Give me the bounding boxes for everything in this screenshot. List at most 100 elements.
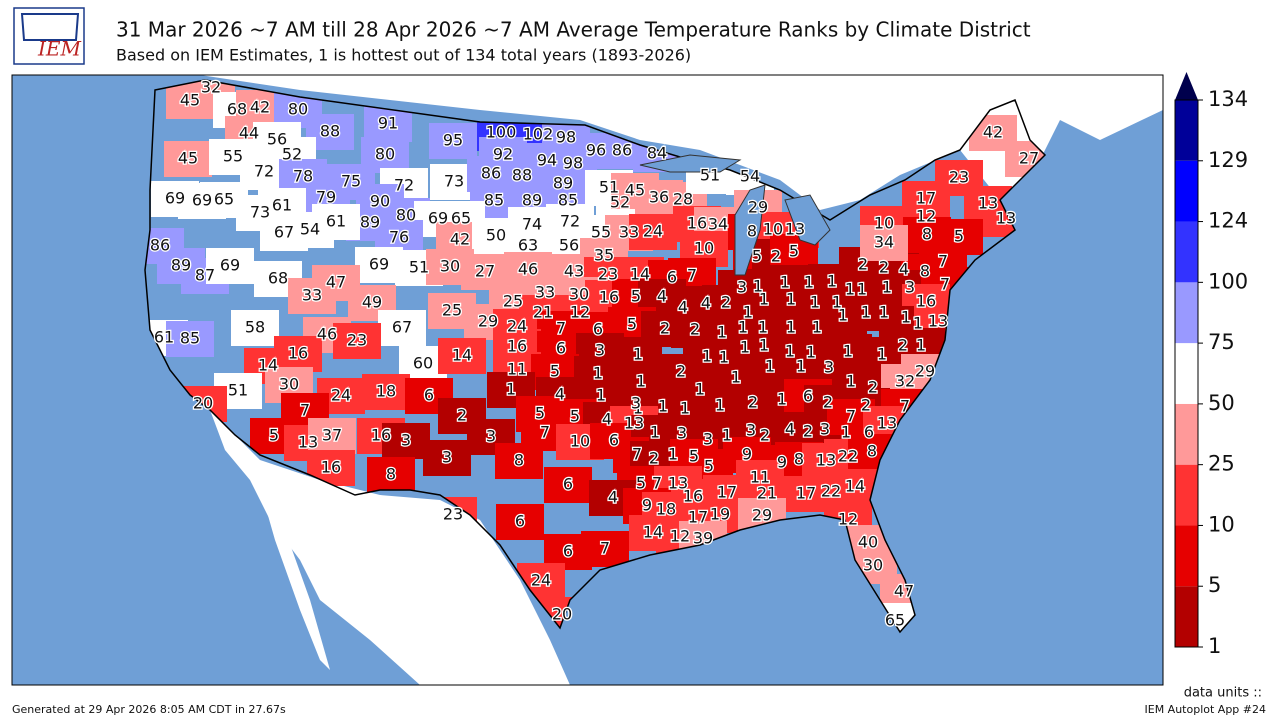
district-rank: 6 [667,268,677,287]
district-rank: 29 [915,362,935,381]
colorbar-tick-label: 124 [1208,209,1248,233]
district-rank: 86 [612,141,632,160]
district-rank: 54 [300,220,320,239]
logo-frame [13,7,85,65]
footer-units: data units :: [1184,686,1262,701]
district-rank: 7 [900,397,910,416]
district-rank: 55 [591,223,611,242]
district-rank: 4 [608,488,618,507]
district-rank: 1 [812,318,822,337]
district-fill [308,418,356,454]
district-rank: 1 [786,318,796,337]
district-rank: 24 [531,571,551,590]
district-rank: 7 [938,252,948,271]
district-rank: 10 [694,239,714,258]
colorbar-band [1175,525,1198,587]
district-rank: 86 [481,164,501,183]
district-rank: 5 [752,247,762,266]
footer-generated: Generated at 29 Apr 2026 8:05 AM CDT in … [12,703,286,716]
district-rank: 5 [535,404,545,423]
district-rank: 5 [570,407,580,426]
district-rank: 16 [599,288,619,307]
district-rank: 13 [298,433,318,452]
district-rank: 35 [594,246,614,265]
district-rank: 7 [687,266,697,285]
district-rank: 34 [708,215,728,234]
district-rank: 74 [522,215,542,234]
district-rank: 44 [239,124,259,143]
district-rank: 52 [610,193,630,212]
lake-michigan [734,184,766,276]
district-rank: 4 [785,420,795,439]
district-rank: 33 [535,283,555,302]
colorbar-band [1175,343,1198,404]
district-rank: 5 [954,227,964,246]
district-rank: 3 [631,394,641,413]
district-rank: 68 [268,269,288,288]
district-rank: 21 [533,303,553,322]
colorbar-tick-label: 75 [1208,330,1235,354]
district-rank: 23 [949,168,969,187]
district-rank: 3 [401,431,411,450]
district-rank: 1 [843,342,853,361]
district-rank: 2 [898,336,908,355]
district-fill [378,310,426,346]
district-rank: 51 [700,166,720,185]
district-rank: 52 [282,145,302,164]
district-rank: 89 [171,256,191,275]
district-rank: 51 [599,178,619,197]
district-rank: 1 [722,426,732,445]
district-rank: 1 [846,372,856,391]
colorbar-band [1175,586,1198,647]
district-rank: 4 [555,385,565,404]
district-rank: 9 [742,445,752,464]
district-rank: 22 [838,447,858,466]
district-rank: 11 [507,360,527,379]
lake-superior [639,154,742,173]
district-fill [629,214,677,250]
district-rank: 73 [250,203,270,222]
district-rank: 14 [630,265,650,284]
district-rank: 23 [443,505,463,524]
district-rank: 3 [824,358,834,377]
district-rank: 30 [569,285,589,304]
district-rank: 1 [740,338,750,357]
district-rank: 24 [331,386,351,405]
colorbar-tick-label: 134 [1208,87,1248,111]
district-rank: 63 [518,236,538,255]
district-rank: 4 [899,260,909,279]
district-rank: 6 [515,512,525,531]
district-fill [164,141,212,177]
district-rank: 1 [882,278,892,297]
district-rank: 79 [316,188,336,207]
district-rank: 2 [823,393,833,412]
district-rank: 2 [858,255,868,274]
district-rank: 12 [570,303,590,322]
district-rank: 5 [631,287,641,306]
district-rank: 29 [478,312,498,331]
district-rank: 69 [369,255,389,274]
district-rank: 16 [683,487,703,506]
colorbar-tick-label: 10 [1208,512,1235,536]
district-rank: 1 [857,280,867,299]
district-fill [495,443,543,479]
district-rank: 1 [636,372,646,391]
district-rank: 18 [656,500,676,519]
district-fill [544,467,592,503]
district-rank: 98 [563,154,583,173]
district-rank: 7 [556,319,566,338]
district-rank: 88 [512,166,532,185]
district-rank: 1 [810,293,820,312]
district-rank: 19 [710,505,730,524]
district-rank: 69 [220,256,240,275]
lake-huron [784,194,831,246]
colorbar-band [1175,464,1198,526]
district-rank: 30 [863,556,883,575]
district-rank: 1 [715,396,725,415]
district-rank: 6 [864,423,874,442]
district-rank: 33 [302,286,322,305]
district-rank: 69 [428,209,448,228]
district-rank: 9 [642,496,652,515]
district-rank: 1 [758,318,768,337]
district-rank: 20 [552,605,572,624]
